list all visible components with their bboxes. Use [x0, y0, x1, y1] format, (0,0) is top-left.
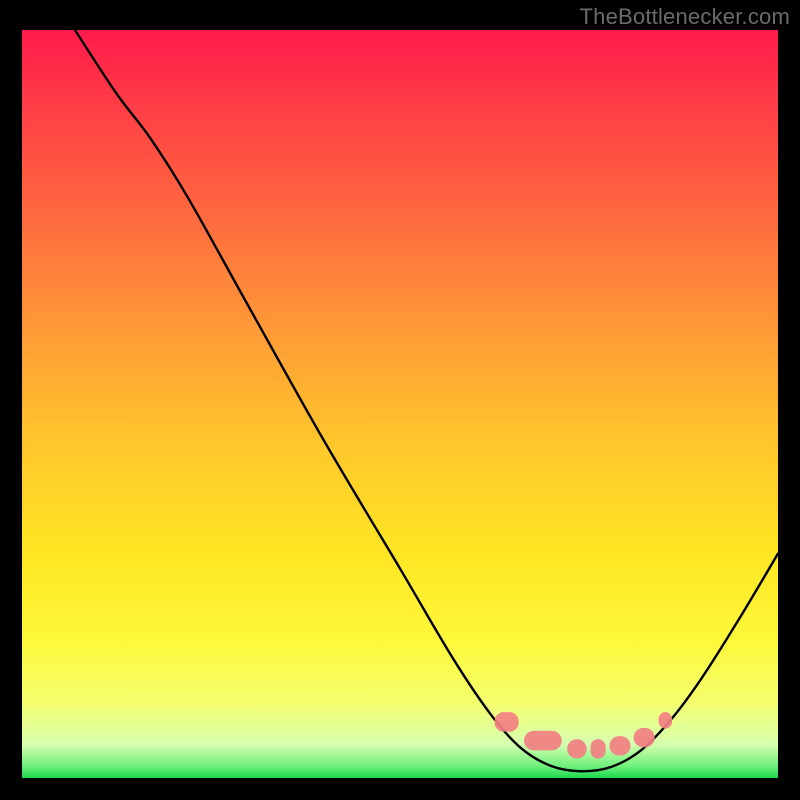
plot-background: [22, 30, 778, 778]
chart-stage: TheBottlenecker.com: [0, 0, 800, 800]
attribution-text: TheBottlenecker.com: [580, 4, 790, 30]
valley-band-segment: [567, 739, 587, 758]
valley-band-segment: [591, 739, 606, 758]
valley-band-segment: [524, 731, 562, 750]
valley-band-segment: [634, 728, 655, 747]
valley-band-segment: [495, 712, 519, 731]
valley-band-segment: [609, 736, 630, 755]
chart-canvas: [0, 0, 800, 800]
valley-band-segment: [659, 712, 673, 728]
